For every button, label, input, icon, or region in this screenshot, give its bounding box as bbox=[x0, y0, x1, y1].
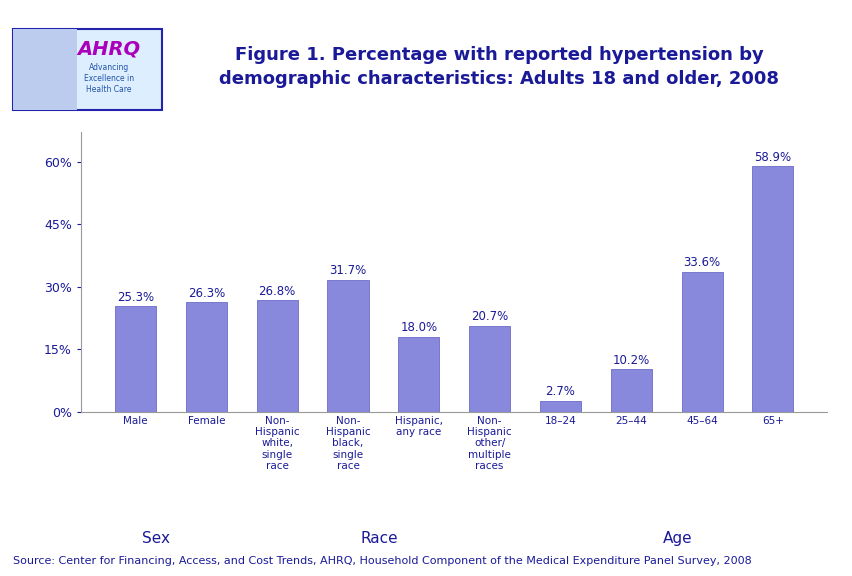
Text: 25.3%: 25.3% bbox=[117, 291, 154, 304]
Bar bbox=[681, 272, 722, 412]
Text: Age: Age bbox=[663, 531, 692, 546]
Text: Figure 1. Percentage with reported hypertension by
demographic characteristics: : Figure 1. Percentage with reported hyper… bbox=[219, 47, 778, 88]
Bar bbox=[469, 325, 509, 412]
Text: Advancing
Excellence in
Health Care: Advancing Excellence in Health Care bbox=[84, 63, 134, 94]
FancyBboxPatch shape bbox=[13, 29, 162, 109]
Text: 2.7%: 2.7% bbox=[545, 385, 575, 398]
Text: 26.3%: 26.3% bbox=[187, 287, 225, 300]
Text: 10.2%: 10.2% bbox=[612, 354, 649, 367]
Text: Race: Race bbox=[360, 531, 398, 546]
Text: Sex: Sex bbox=[141, 531, 170, 546]
Text: 33.6%: 33.6% bbox=[682, 256, 720, 269]
Text: 20.7%: 20.7% bbox=[470, 310, 508, 323]
Text: Source: Center for Financing, Access, and Cost Trends, AHRQ, Household Component: Source: Center for Financing, Access, an… bbox=[13, 556, 751, 566]
Bar bbox=[186, 302, 227, 412]
Bar bbox=[751, 166, 792, 412]
Text: AHRQ: AHRQ bbox=[78, 39, 141, 58]
Text: 58.9%: 58.9% bbox=[753, 151, 791, 164]
Text: 18.0%: 18.0% bbox=[400, 321, 437, 334]
Bar bbox=[327, 280, 368, 412]
Text: 26.8%: 26.8% bbox=[258, 285, 296, 298]
Bar bbox=[539, 400, 580, 412]
Bar bbox=[115, 306, 156, 412]
Bar bbox=[398, 337, 439, 412]
Bar bbox=[256, 300, 297, 412]
Text: 31.7%: 31.7% bbox=[329, 264, 366, 277]
Bar bbox=[610, 369, 651, 412]
FancyBboxPatch shape bbox=[13, 29, 77, 109]
